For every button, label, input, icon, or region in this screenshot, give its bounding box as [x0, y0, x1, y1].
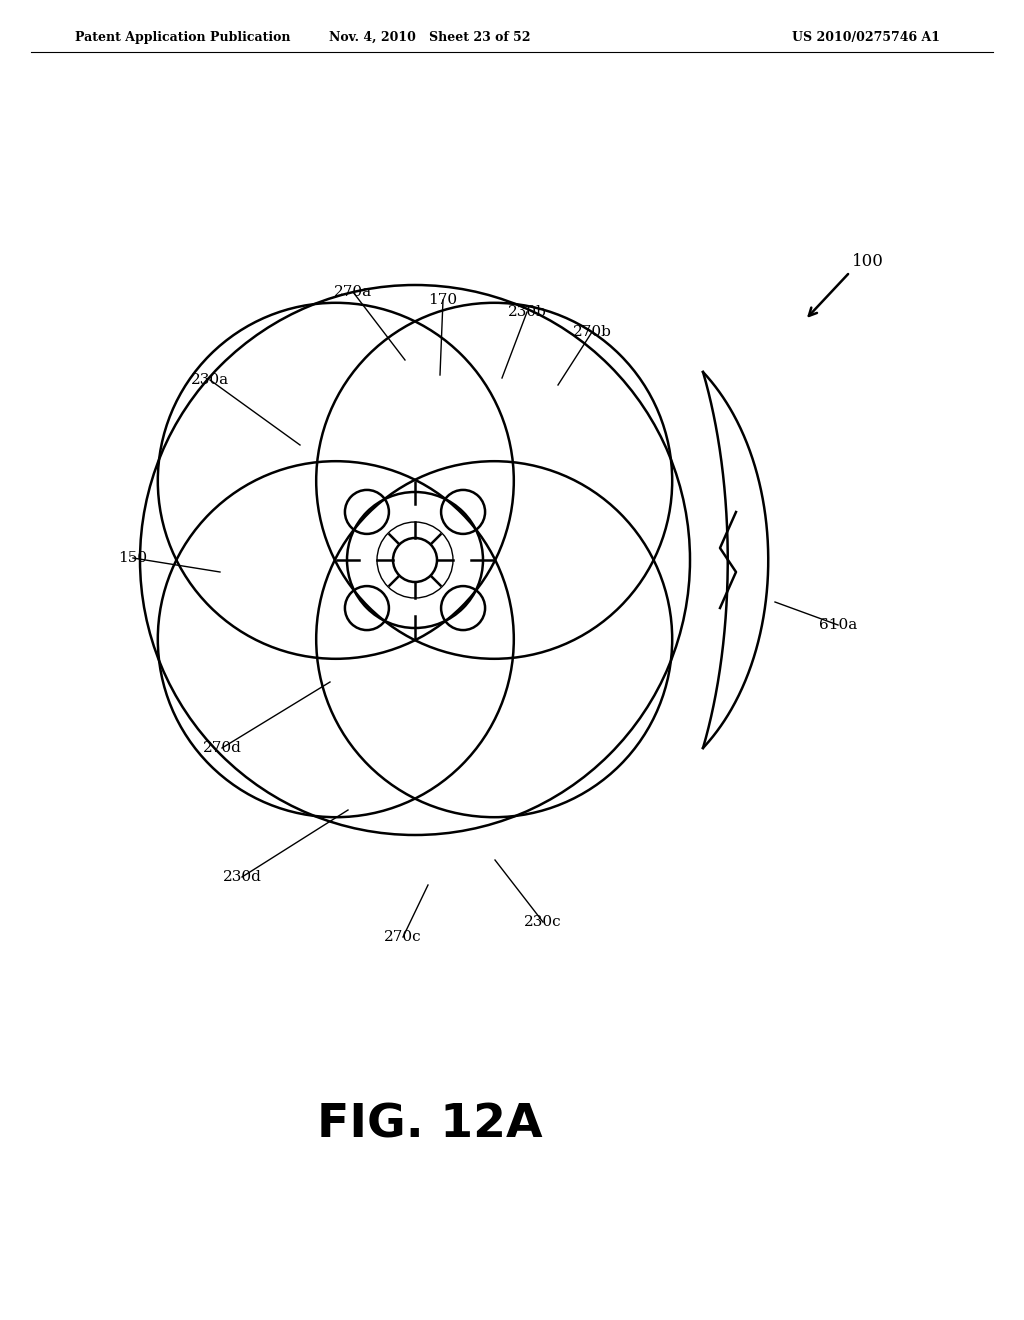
- Text: 270b: 270b: [572, 325, 611, 339]
- Text: 610a: 610a: [819, 618, 857, 632]
- Text: 230c: 230c: [524, 915, 562, 929]
- Text: 100: 100: [852, 253, 884, 271]
- Text: 230d: 230d: [222, 870, 261, 884]
- Text: 150: 150: [119, 550, 147, 565]
- Text: Nov. 4, 2010   Sheet 23 of 52: Nov. 4, 2010 Sheet 23 of 52: [330, 30, 530, 44]
- Text: 230b: 230b: [508, 305, 547, 319]
- Text: 270a: 270a: [334, 285, 372, 300]
- Text: Patent Application Publication: Patent Application Publication: [75, 30, 291, 44]
- Text: FIG. 12A: FIG. 12A: [317, 1102, 543, 1147]
- Text: 270c: 270c: [384, 931, 422, 944]
- Text: 170: 170: [428, 293, 458, 308]
- Text: 230a: 230a: [190, 374, 229, 387]
- Text: 270d: 270d: [203, 741, 242, 755]
- Text: US 2010/0275746 A1: US 2010/0275746 A1: [792, 30, 940, 44]
